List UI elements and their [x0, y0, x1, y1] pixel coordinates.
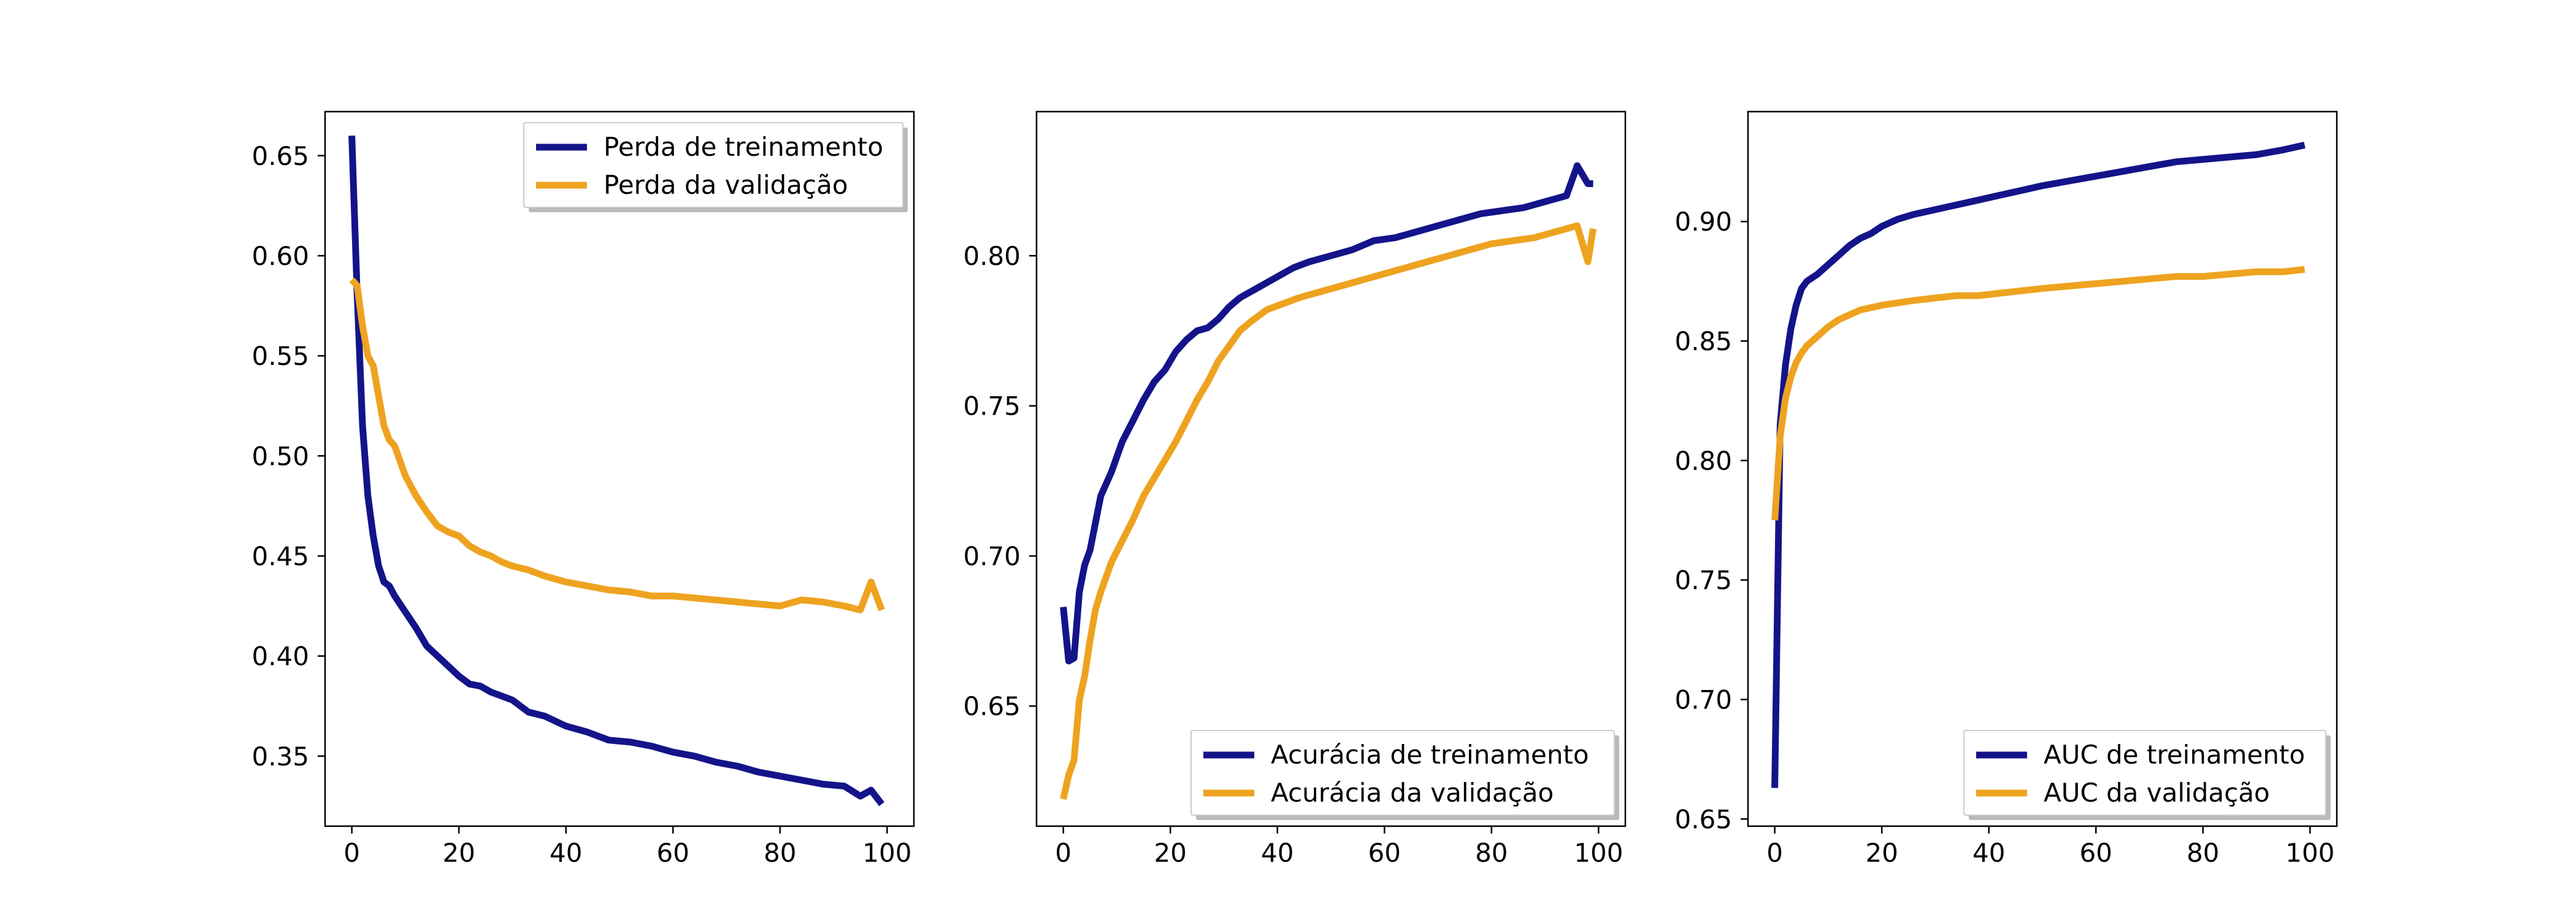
x-tick-label: 20	[442, 838, 475, 868]
legend-label: Acurácia da validação	[1271, 778, 1554, 808]
x-tick-label: 0	[343, 838, 360, 868]
x-tick-label: 40	[1261, 838, 1294, 868]
y-tick-label: 0.75	[963, 391, 1021, 421]
y-tick-label: 0.70	[1674, 684, 1732, 715]
x-tick-label: 80	[2187, 838, 2219, 868]
y-tick-label: 0.65	[1674, 804, 1732, 834]
legend-label: Perda da validação	[604, 170, 848, 200]
x-tick-label: 80	[764, 838, 796, 868]
y-tick-label: 0.65	[963, 691, 1021, 721]
y-tick-label: 0.55	[251, 341, 309, 371]
legend-label: AUC de treinamento	[2044, 740, 2305, 770]
x-tick-label: 0	[1055, 838, 1071, 868]
legend: Acurácia de treinamento Acurácia da valid…	[1190, 730, 1619, 820]
legend-label: AUC da validação	[2044, 778, 2270, 808]
y-tick-label: 0.40	[251, 642, 309, 672]
series-line-train	[1060, 162, 1593, 665]
y-tick-label: 0.80	[963, 241, 1021, 271]
x-tick-label: 40	[550, 838, 582, 868]
y-tick-label: 0.60	[251, 241, 309, 271]
x-tick-label: 100	[862, 838, 911, 868]
x-tick-label: 100	[1574, 838, 1623, 868]
legend-box	[1190, 730, 1615, 816]
axes-frame	[1747, 110, 2338, 827]
x-tick-label: 60	[2080, 838, 2112, 868]
y-tick-label: 0.35	[251, 742, 309, 772]
x-tick-label: 20	[1154, 838, 1186, 868]
legend-box	[1963, 730, 2326, 816]
y-tick-label: 0.65	[251, 141, 309, 171]
x-tick-label: 60	[1368, 838, 1401, 868]
legend-label: Perda de treinamento	[604, 132, 883, 162]
x-tick-label: 60	[657, 838, 689, 868]
chart-panel-3: 0 20 40 60 80 100 0.65 0.70 0.75 0.80 0.85 0.90 AUC …	[1674, 110, 2338, 868]
y-tick-label: 0.80	[1674, 446, 1732, 476]
x-tick-label: 40	[1972, 838, 2005, 868]
chart-panel-2: 0 20 40 60 80 100 0.65 0.70 0.75 0.80 Acurácia de …	[963, 110, 1627, 868]
y-tick-label: 0.85	[1674, 326, 1732, 356]
y-tick-label: 0.75	[1674, 565, 1732, 596]
series-line-train	[348, 136, 884, 807]
axes-frame	[1035, 110, 1627, 827]
y-tick-label: 0.45	[251, 541, 309, 571]
series-line-validation	[349, 277, 885, 614]
x-tick-label: 20	[1865, 838, 1898, 868]
y-tick-label: 0.90	[1674, 207, 1732, 237]
legend-box	[523, 122, 903, 208]
chart-panel-1: 0 20 40 60 80 100 0.35 0.40 0.45 0.50 0.55 0.60 0.65…	[251, 110, 915, 868]
legend: AUC de treinamento AUC da validação	[1963, 730, 2331, 820]
x-tick-label: 100	[2285, 838, 2334, 868]
legend: Perda de treinamento Perda da validação	[523, 122, 908, 212]
chart-panels: 0 20 40 60 80 100 0.35 0.40 0.45 0.50 0.55 0.60 0.65…	[251, 110, 2338, 868]
series-line-validation	[1060, 222, 1597, 800]
legend-label: Acurácia de treinamento	[1271, 740, 1589, 770]
series-line-train	[1771, 142, 2306, 788]
y-tick-label: 0.50	[251, 441, 309, 471]
y-tick-label: 0.70	[963, 541, 1021, 571]
x-tick-label: 0	[1766, 838, 1783, 868]
x-tick-label: 80	[1475, 838, 1508, 868]
series-line-validation	[1771, 266, 2306, 521]
axes-frame	[324, 110, 915, 827]
